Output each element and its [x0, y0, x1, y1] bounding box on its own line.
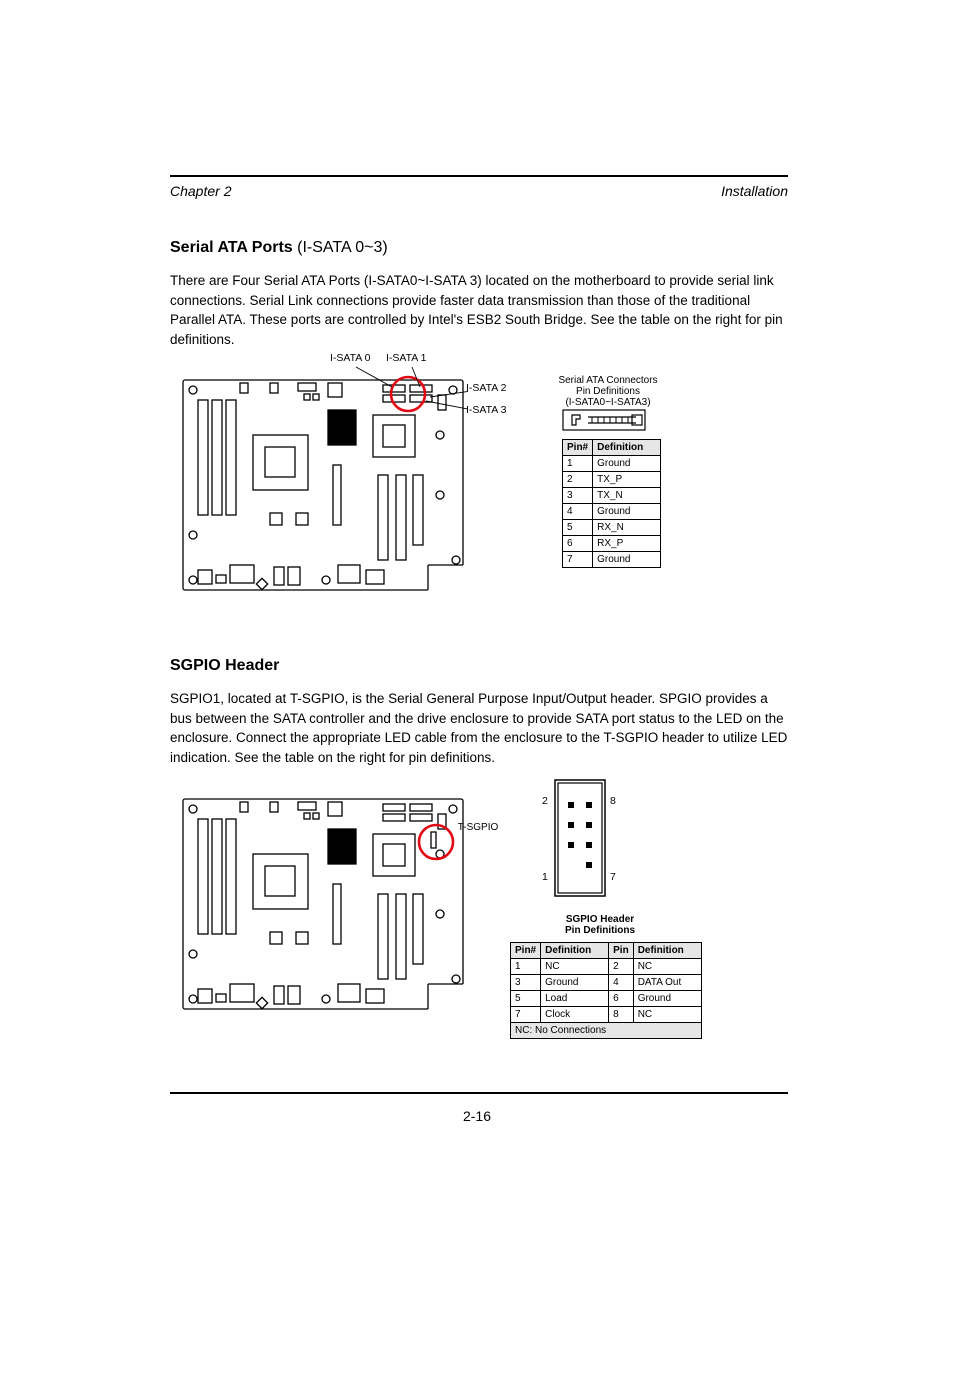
table-row: 3TX_N: [563, 488, 661, 504]
sgpio-table-caption: SGPIO Header Pin Definitions: [510, 914, 690, 936]
table-row: 4Ground: [563, 504, 661, 520]
table-row: 5RX_N: [563, 520, 661, 536]
table-row: 6RX_P: [563, 536, 661, 552]
sata-conn-cap-l1: Serial ATA Connectors: [548, 375, 668, 386]
pinlabel-8: 8: [610, 796, 616, 808]
chapter-label: Chapter 2: [170, 183, 231, 199]
th: Definition: [633, 942, 701, 958]
sata-conn-caption: Serial ATA Connectors Pin Definitions (I…: [548, 375, 668, 408]
table-row: 3Ground4DATA Out: [511, 974, 702, 990]
sata-pin-table: Pin# Definition 1Ground 2TX_P 3TX_N 4Gro…: [562, 439, 661, 568]
sgpio-pin-table: Pin# Definition Pin Definition 1NC2NC 3G…: [510, 942, 702, 1039]
sgpio-section-title: SGPIO Header: [170, 657, 794, 675]
sgpio-cap-l2: Pin Definitions: [510, 925, 690, 936]
callout-sata2: I-SATA 2: [466, 383, 506, 395]
th: Definition: [541, 942, 609, 958]
callout-sata0: I-SATA 0: [330, 353, 370, 365]
th: Pin: [609, 942, 634, 958]
page-number: 2-16: [463, 1108, 491, 1124]
sgpio-figure: T-SGPIO 2 8 1 7 SGPIO Header Pin Definit…: [170, 784, 794, 1104]
sata-connector-icon: [562, 409, 646, 431]
sgpio-pin-labels: 2 8 1 7: [530, 772, 630, 907]
running-header: Chapter 2 Installation: [170, 183, 788, 199]
callout-sata3: I-SATA 3: [466, 405, 506, 417]
table-row: 1NC2NC: [511, 958, 702, 974]
table-row: 2TX_P: [563, 472, 661, 488]
pinlabel-2: 2: [542, 796, 548, 808]
header-rule: [170, 175, 788, 177]
pinlabel-7: 7: [610, 872, 616, 884]
sata-title-label: Serial ATA Ports: [170, 239, 293, 256]
motherboard-diagram-sata: [178, 365, 468, 605]
sata-conn-cap-l2: Pin Definitions (I-SATA0~I-SATA3): [548, 386, 668, 408]
sata-figure: I-SATA 0 I-SATA 1 I-SATA 2 I-SATA 3: [170, 365, 794, 635]
sata-section-title: Serial ATA Ports (I-SATA 0~3): [170, 239, 794, 257]
footer-rule: [170, 1092, 788, 1094]
section-label: Installation: [721, 183, 788, 199]
document-page: Chapter 2 Installation Serial ATA Ports …: [0, 0, 954, 1382]
motherboard-diagram-sgpio: [178, 784, 468, 1024]
table-row: 7Ground: [563, 552, 661, 568]
pinlabel-1: 1: [542, 872, 548, 884]
th-pin: Pin#: [563, 440, 593, 456]
sata-desc: There are Four Serial ATA Ports (I-SATA0…: [170, 271, 788, 349]
sgpio-desc: SGPIO1, located at T-SGPIO, is the Seria…: [170, 689, 788, 767]
sgpio-note: NC: No Connections: [511, 1022, 702, 1038]
sgpio-caption-text: T-SGPIO: [448, 822, 508, 833]
table-row: NC: No Connections: [511, 1022, 702, 1038]
sata-title-detail: (I-SATA 0~3): [297, 239, 388, 256]
sgpio-board-caption: T-SGPIO: [448, 822, 508, 833]
th-def: Definition: [593, 440, 661, 456]
callout-sata1: I-SATA 1: [386, 353, 426, 365]
th: Pin#: [511, 942, 541, 958]
table-row: 7Clock8NC: [511, 1006, 702, 1022]
sgpio-title-label: SGPIO Header: [170, 657, 279, 674]
sgpio-cap-l1: SGPIO Header: [510, 914, 690, 925]
table-row: 5Load6Ground: [511, 990, 702, 1006]
table-row: 1Ground: [563, 456, 661, 472]
